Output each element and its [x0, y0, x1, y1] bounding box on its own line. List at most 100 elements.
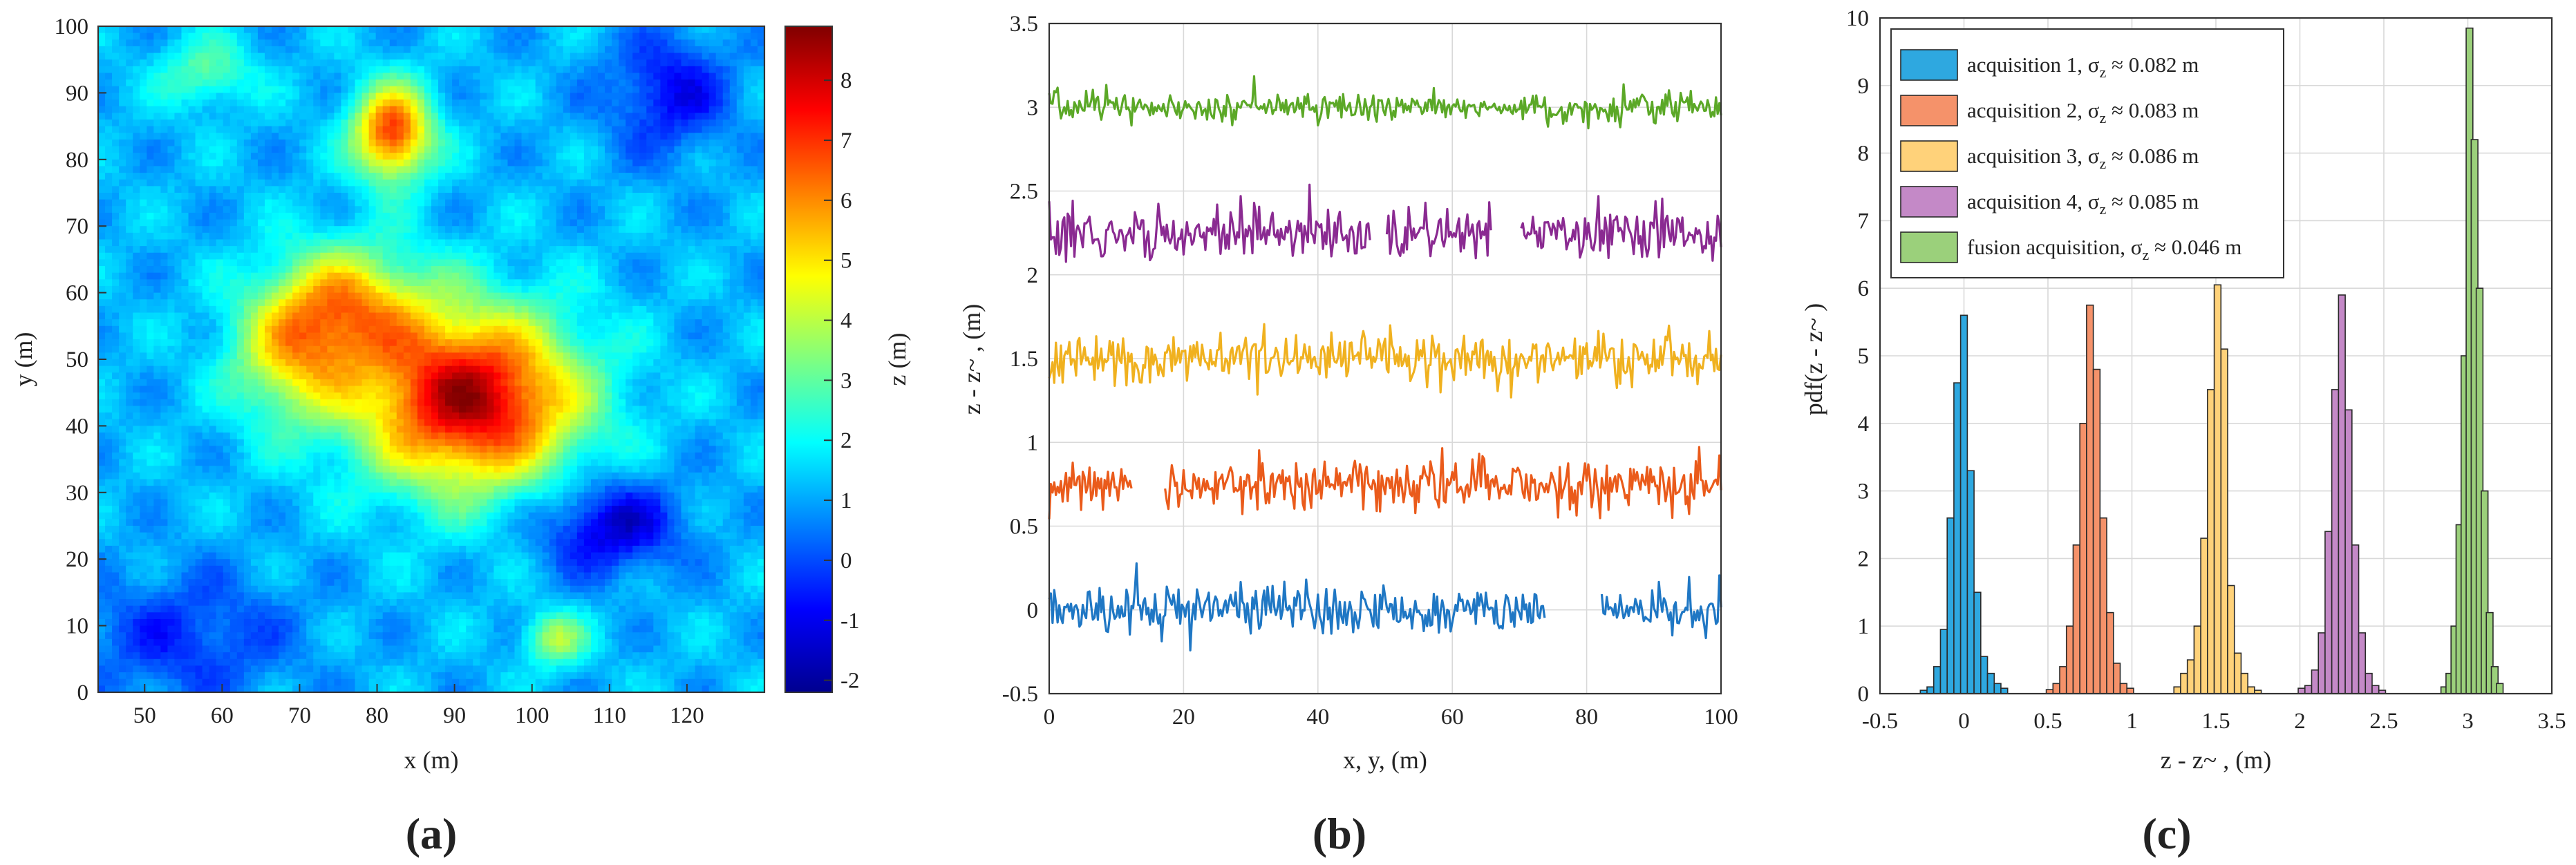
heatmap-cell: [265, 339, 272, 347]
heatmap-cell: [98, 572, 106, 580]
heatmap-cell: [202, 685, 210, 692]
heatmap-cell: [375, 232, 384, 240]
heatmap-cell: [167, 532, 176, 540]
heatmap-cell: [209, 113, 217, 120]
heatmap-cell: [306, 565, 314, 573]
heatmap-cell: [216, 206, 224, 213]
heatmap-cell: [202, 452, 210, 460]
heatmap-cell: [167, 292, 176, 300]
heatmap-cell: [133, 472, 140, 480]
heatmap-cell: [285, 332, 293, 340]
heatmap-cell: [167, 559, 176, 567]
heatmap-cell: [126, 572, 133, 580]
heatmap-cell: [147, 446, 154, 453]
heatmap-cell: [410, 119, 418, 127]
heatmap-cell: [98, 179, 106, 187]
heatmap-cell: [368, 146, 377, 153]
heatmap-cell: [174, 599, 182, 607]
heatmap-cell: [292, 459, 300, 466]
heatmap-cell: [209, 26, 217, 34]
heatmap-cell: [202, 479, 210, 486]
heatmap-cell: [160, 446, 169, 453]
heatmap-cell: [348, 519, 356, 526]
heatmap-cell: [265, 26, 272, 34]
heatmap-cell: [119, 512, 126, 520]
heatmap-cell: [223, 146, 231, 153]
heatmap-cell: [272, 186, 279, 193]
heatmap-cell: [396, 392, 404, 400]
heatmap-cell: [236, 179, 245, 187]
heatmap-cell: [140, 59, 147, 67]
heatmap-cell: [195, 565, 203, 573]
heatmap-cell: [355, 426, 363, 433]
heatmap-cell: [257, 332, 265, 340]
heatmap-cell: [257, 559, 265, 567]
heatmap-cell: [140, 432, 147, 440]
heatmap-cell: [334, 486, 342, 493]
heatmap-cell: [167, 46, 176, 54]
heatmap-cell: [424, 552, 432, 560]
heatmap-cell: [243, 73, 252, 80]
heatmap-cell: [265, 133, 272, 140]
heatmap-cell: [153, 419, 161, 426]
heatmap-cell: [98, 166, 106, 173]
heatmap-cell: [375, 492, 384, 500]
heatmap-cell: [361, 305, 370, 314]
heatmap-cell: [431, 399, 439, 407]
heatmap-cell: [112, 79, 120, 87]
heatmap-cell: [424, 199, 432, 207]
heatmap-cell: [216, 59, 224, 67]
heatmap-cell: [292, 599, 300, 607]
heatmap-cell: [438, 285, 446, 294]
heatmap-cell: [250, 412, 258, 420]
heatmap-cell: [243, 412, 252, 420]
heatmap-cell: [417, 193, 425, 200]
heatmap-cell: [313, 519, 321, 526]
heatmap-cell: [348, 605, 356, 613]
heatmap-cell: [334, 232, 342, 240]
heatmap-cell: [112, 618, 120, 627]
heatmap-cell: [160, 506, 169, 513]
heatmap-cell: [410, 106, 418, 113]
heatmap-cell: [229, 66, 238, 74]
heatmap-cell: [334, 159, 342, 167]
heatmap-cell: [105, 252, 113, 260]
heatmap-cell: [341, 119, 349, 127]
heatmap-cell: [147, 179, 154, 187]
heatmap-cell: [160, 325, 169, 334]
heatmap-cell: [112, 539, 120, 546]
heatmap-cell: [410, 272, 418, 280]
heatmap-cell: [174, 386, 182, 393]
heatmap-cell: [361, 359, 370, 367]
heatmap-cell: [417, 658, 425, 667]
heatmap-cell: [236, 618, 245, 627]
heatmap-cell: [348, 73, 356, 80]
heatmap-cell: [147, 412, 154, 420]
heatmap-cell: [272, 585, 279, 593]
heatmap-cell: [368, 53, 377, 60]
heatmap-cell: [98, 279, 106, 287]
heatmap-cell: [181, 565, 189, 573]
heatmap-cell: [126, 272, 133, 280]
heatmap-cell: [105, 539, 113, 546]
heatmap-cell: [431, 73, 439, 80]
heatmap-cell: [126, 365, 133, 373]
heatmap-cell: [424, 126, 432, 133]
heatmap-cell: [396, 638, 404, 647]
heatmap-cell: [167, 492, 176, 500]
heatmap-cell: [410, 512, 418, 520]
heatmap-cell: [195, 219, 203, 227]
heatmap-cell: [285, 585, 293, 593]
heatmap-cell: [292, 246, 300, 254]
heatmap-cell: [341, 406, 349, 413]
heatmap-cell: [355, 319, 363, 327]
heatmap-cell: [119, 365, 126, 373]
heatmap-cell: [153, 173, 161, 180]
heatmap-cell: [243, 66, 252, 74]
heatmap-cell: [355, 365, 363, 373]
heatmap-cell: [292, 399, 300, 407]
heatmap-cell: [265, 32, 272, 40]
heatmap-cell: [431, 685, 439, 692]
heatmap-cell: [243, 599, 252, 607]
heatmap-cell: [202, 99, 210, 107]
